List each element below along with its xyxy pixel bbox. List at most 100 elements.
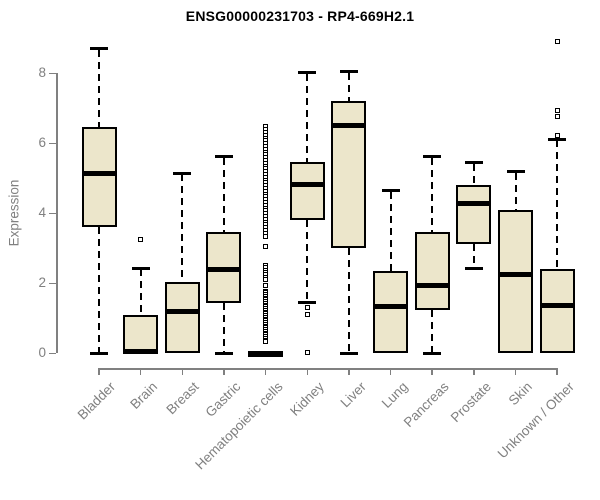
whisker-cap-upper-breast xyxy=(173,171,192,175)
y-tick xyxy=(49,142,56,145)
whisker-cap-lower-liver xyxy=(339,351,358,355)
whisker-upper-skin xyxy=(514,172,517,211)
box-brain xyxy=(123,314,159,354)
whisker-cap-upper-lung xyxy=(381,189,400,193)
box-kidney xyxy=(289,161,325,220)
whisker-upper-breast xyxy=(181,174,184,282)
outlier-point-kidney xyxy=(304,311,310,317)
x-tick xyxy=(389,368,392,375)
median-line-prostate xyxy=(456,201,492,206)
outlier-point-hematopoietic-cells xyxy=(263,282,269,288)
whisker-cap-lower-gastric xyxy=(214,351,233,355)
x-tick xyxy=(264,368,267,375)
y-tick xyxy=(49,282,56,285)
whisker-upper-brain xyxy=(139,269,142,315)
y-tick-label: 4 xyxy=(38,205,46,221)
box-lung xyxy=(373,270,409,354)
outlier-point-kidney xyxy=(304,350,310,356)
box-pancreas xyxy=(414,231,450,310)
whisker-upper-unknown-other xyxy=(556,140,559,270)
whisker-lower-bladder xyxy=(98,227,100,353)
x-tick xyxy=(514,368,517,375)
x-tick xyxy=(139,368,142,375)
median-line-brain xyxy=(123,349,159,355)
x-tick xyxy=(306,368,308,375)
whisker-upper-lung xyxy=(389,191,392,271)
whisker-lower-prostate xyxy=(472,244,475,268)
box-skin xyxy=(498,210,533,354)
x-tick-label-breast: Breast xyxy=(163,379,202,418)
whisker-lower-kidney xyxy=(306,219,309,302)
x-tick xyxy=(431,368,433,375)
whisker-cap-upper-skin xyxy=(506,170,525,174)
x-tick-label-bladder: Bladder xyxy=(75,379,119,423)
outlier-point-unknown-other xyxy=(554,113,560,119)
whisker-lower-pancreas xyxy=(431,309,434,353)
outlier-point-hematopoietic-cells xyxy=(263,339,269,345)
x-tick xyxy=(556,368,558,375)
whisker-lower-gastric xyxy=(222,303,225,353)
median-line-unknown-other xyxy=(539,303,575,309)
median-line-kidney xyxy=(289,181,325,187)
whisker-cap-upper-brain xyxy=(131,266,150,270)
whisker-cap-upper-kidney xyxy=(298,71,317,75)
whisker-cap-upper-prostate xyxy=(464,161,483,165)
median-line-hematopoietic-cells xyxy=(248,350,284,356)
outlier-point-unknown-other xyxy=(554,39,560,45)
x-tick-label-prostate: Prostate xyxy=(447,379,494,426)
whisker-upper-gastric xyxy=(222,157,225,232)
x-tick-label-kidney: Kidney xyxy=(287,379,327,419)
median-line-skin xyxy=(498,272,533,278)
y-tick-label: 8 xyxy=(38,65,46,81)
x-tick-label-gastric: Gastric xyxy=(202,379,244,420)
outlier-point-unknown-other xyxy=(554,133,560,139)
whisker-cap-upper-gastric xyxy=(214,155,233,159)
chart-title: ENSG00000231703 - RP4-669H2.1 xyxy=(185,8,415,24)
box-breast xyxy=(164,281,200,354)
y-tick-label: 2 xyxy=(38,275,46,291)
median-line-bladder xyxy=(81,170,117,176)
outlier-point-brain xyxy=(138,237,144,243)
x-tick xyxy=(348,368,350,375)
median-line-pancreas xyxy=(414,283,450,289)
y-tick xyxy=(49,212,56,215)
y-tick xyxy=(49,72,56,75)
box-bladder xyxy=(81,126,117,228)
x-axis-line xyxy=(98,368,559,370)
x-tick xyxy=(473,368,475,375)
x-tick-label-skin: Skin xyxy=(505,379,536,409)
whisker-upper-bladder xyxy=(98,49,100,127)
whisker-cap-lower-kidney xyxy=(298,301,317,305)
outlier-point-unknown-other xyxy=(554,107,560,113)
median-line-gastric xyxy=(206,266,242,272)
whisker-upper-kidney xyxy=(306,73,309,162)
y-axis-line xyxy=(56,73,58,354)
x-tick-label-unknown-other: Unknown / Other xyxy=(494,379,577,462)
outlier-point-hematopoietic-cells xyxy=(263,277,269,283)
outlier-point-hematopoietic-cells xyxy=(263,233,269,239)
whisker-lower-liver xyxy=(347,248,350,353)
whisker-upper-prostate xyxy=(472,163,475,185)
whisker-upper-pancreas xyxy=(431,157,434,232)
y-tick-label: 0 xyxy=(38,345,46,361)
whisker-cap-upper-unknown-other xyxy=(548,137,567,141)
y-tick-label: 6 xyxy=(38,135,46,151)
x-tick-label-lung: Lung xyxy=(378,379,411,411)
whisker-cap-upper-pancreas xyxy=(423,155,442,159)
outlier-point-hematopoietic-cells xyxy=(263,244,269,250)
whisker-cap-lower-bladder xyxy=(90,351,108,355)
y-tick xyxy=(49,352,56,355)
x-tick xyxy=(98,368,100,375)
x-tick-label-brain: Brain xyxy=(127,379,161,412)
box-unknown-other xyxy=(539,269,575,354)
x-tick xyxy=(223,368,225,375)
median-line-breast xyxy=(164,309,200,315)
x-tick xyxy=(181,368,184,375)
x-tick-label-liver: Liver xyxy=(337,379,369,411)
whisker-cap-lower-pancreas xyxy=(423,351,442,355)
median-line-lung xyxy=(373,304,409,310)
box-prostate xyxy=(456,184,492,245)
whisker-cap-upper-liver xyxy=(339,70,358,74)
median-line-liver xyxy=(331,123,367,129)
